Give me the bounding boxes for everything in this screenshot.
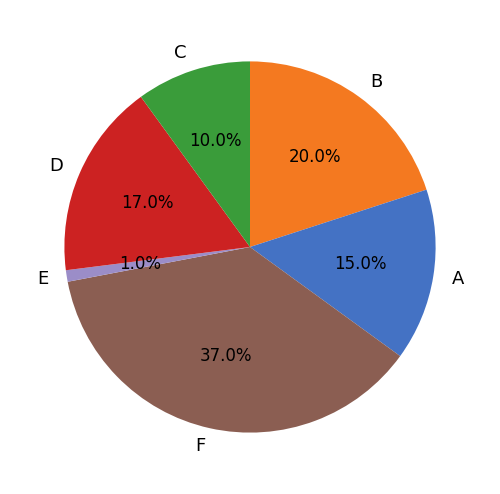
Text: E: E	[37, 270, 48, 288]
Text: 17.0%: 17.0%	[122, 194, 174, 212]
Text: 1.0%: 1.0%	[119, 255, 161, 273]
Text: 10.0%: 10.0%	[190, 132, 242, 150]
Text: 37.0%: 37.0%	[200, 347, 252, 365]
Wedge shape	[68, 247, 400, 433]
Wedge shape	[64, 97, 250, 270]
Text: C: C	[174, 44, 187, 62]
Text: B: B	[370, 73, 382, 91]
Wedge shape	[250, 61, 426, 247]
Text: 15.0%: 15.0%	[334, 255, 386, 273]
Wedge shape	[250, 190, 436, 356]
Text: 20.0%: 20.0%	[289, 148, 342, 166]
Wedge shape	[66, 247, 250, 282]
Text: F: F	[195, 437, 205, 455]
Text: A: A	[452, 270, 464, 288]
Wedge shape	[141, 61, 250, 247]
Text: D: D	[49, 157, 62, 175]
